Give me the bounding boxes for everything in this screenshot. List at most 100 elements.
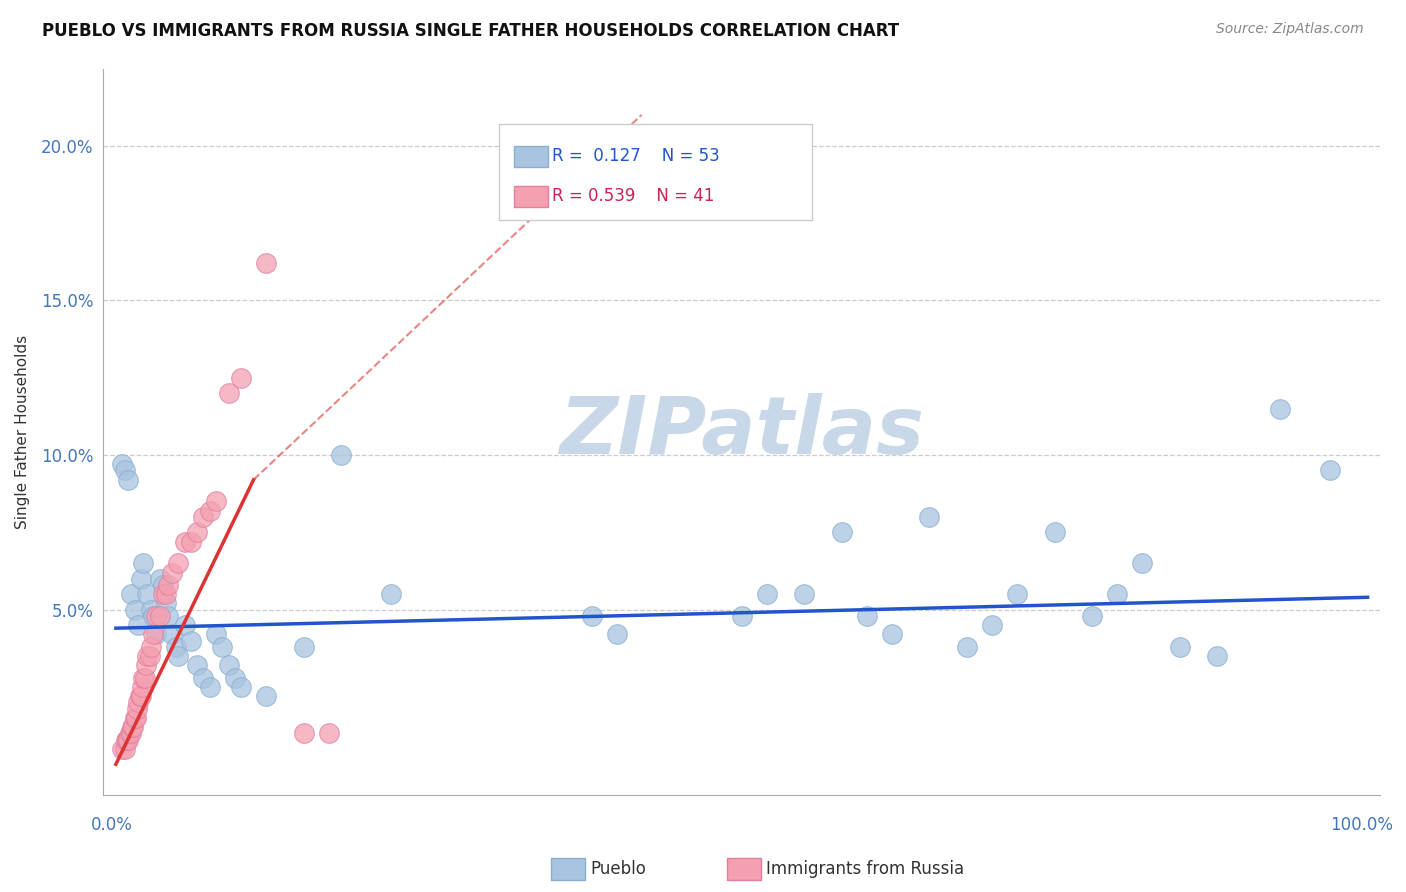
Point xyxy=(127,695,149,709)
Point xyxy=(167,556,190,570)
Text: R = 0.539    N = 41: R = 0.539 N = 41 xyxy=(553,187,714,205)
Point xyxy=(198,504,221,518)
Point xyxy=(1081,608,1104,623)
Point xyxy=(218,386,240,401)
Point xyxy=(115,732,138,747)
Text: 0.0%: 0.0% xyxy=(90,815,132,833)
Point xyxy=(114,741,136,756)
Text: R =  0.127    N = 53: R = 0.127 N = 53 xyxy=(553,147,720,165)
Point xyxy=(224,671,246,685)
Text: Source: ZipAtlas.com: Source: ZipAtlas.com xyxy=(1216,22,1364,37)
Point xyxy=(193,509,215,524)
Point xyxy=(218,658,240,673)
Point xyxy=(211,640,233,654)
Point xyxy=(152,578,174,592)
Point xyxy=(124,711,146,725)
Point xyxy=(1130,556,1153,570)
Point xyxy=(142,627,165,641)
Point xyxy=(1168,640,1191,654)
Point xyxy=(731,608,754,623)
Point xyxy=(318,726,340,740)
Point xyxy=(292,726,315,740)
Y-axis label: Single Father Households: Single Father Households xyxy=(15,334,30,529)
Point xyxy=(160,627,183,641)
Point xyxy=(149,572,172,586)
Point xyxy=(136,587,159,601)
Point xyxy=(198,680,221,694)
Point xyxy=(981,618,1004,632)
Point xyxy=(115,732,138,747)
Point xyxy=(131,680,153,694)
Point xyxy=(129,690,152,704)
Point xyxy=(606,627,628,641)
Point xyxy=(254,690,277,704)
Point xyxy=(111,458,134,472)
Point xyxy=(117,473,139,487)
Point xyxy=(581,608,603,623)
Point xyxy=(1319,463,1341,477)
Point xyxy=(956,640,979,654)
Point xyxy=(793,587,815,601)
Point xyxy=(186,525,208,540)
Point xyxy=(157,578,180,592)
Point xyxy=(120,726,142,740)
Text: Immigrants from Russia: Immigrants from Russia xyxy=(766,860,965,878)
Point xyxy=(136,648,159,663)
Point xyxy=(134,671,156,685)
Point xyxy=(120,587,142,601)
Point xyxy=(1005,587,1028,601)
Point xyxy=(142,608,165,623)
Point xyxy=(114,463,136,477)
Point xyxy=(139,602,162,616)
Text: 100.0%: 100.0% xyxy=(1330,815,1393,833)
Point xyxy=(145,608,167,623)
Point xyxy=(831,525,853,540)
Point xyxy=(118,726,141,740)
Text: Pueblo: Pueblo xyxy=(591,860,647,878)
Point xyxy=(124,602,146,616)
Point xyxy=(292,640,315,654)
Point xyxy=(918,509,941,524)
Point xyxy=(157,608,180,623)
Point xyxy=(155,597,177,611)
Point xyxy=(755,587,778,601)
Point xyxy=(165,640,187,654)
Point xyxy=(205,494,228,508)
Point xyxy=(128,690,150,704)
Point xyxy=(254,256,277,270)
Point xyxy=(111,741,134,756)
Point xyxy=(121,720,143,734)
Point xyxy=(125,711,148,725)
Point xyxy=(173,534,195,549)
Point xyxy=(180,633,202,648)
Point xyxy=(1043,525,1066,540)
Point xyxy=(180,534,202,549)
Point xyxy=(129,572,152,586)
Point xyxy=(132,671,155,685)
Point xyxy=(152,587,174,601)
Point xyxy=(122,720,145,734)
Point xyxy=(186,658,208,673)
Point xyxy=(1268,401,1291,416)
Point xyxy=(127,701,149,715)
Point xyxy=(149,608,172,623)
Point xyxy=(205,627,228,641)
Point xyxy=(117,732,139,747)
Point xyxy=(330,448,353,462)
Point xyxy=(229,370,252,384)
Point xyxy=(380,587,402,601)
Point xyxy=(856,608,879,623)
Point xyxy=(139,640,162,654)
Point xyxy=(229,680,252,694)
Point xyxy=(1107,587,1129,601)
Point xyxy=(173,618,195,632)
Point xyxy=(1206,648,1229,663)
Text: PUEBLO VS IMMIGRANTS FROM RUSSIA SINGLE FATHER HOUSEHOLDS CORRELATION CHART: PUEBLO VS IMMIGRANTS FROM RUSSIA SINGLE … xyxy=(42,22,900,40)
Point xyxy=(127,618,149,632)
Point xyxy=(193,671,215,685)
Point xyxy=(155,587,177,601)
Point xyxy=(132,556,155,570)
Point xyxy=(138,648,160,663)
Point xyxy=(880,627,903,641)
Point xyxy=(167,648,190,663)
